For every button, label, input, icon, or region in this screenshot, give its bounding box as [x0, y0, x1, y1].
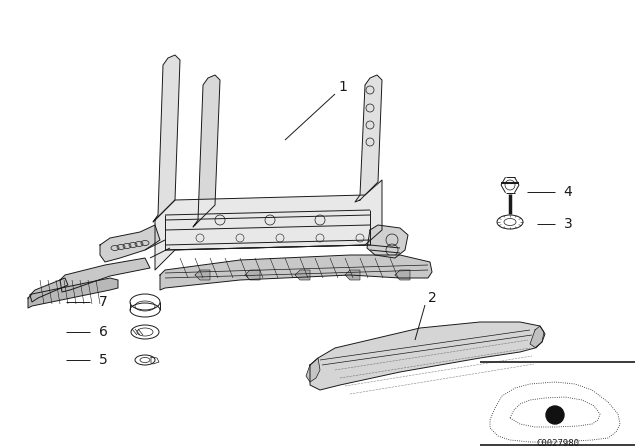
Polygon shape — [367, 225, 408, 258]
Polygon shape — [100, 225, 160, 262]
Text: 2: 2 — [428, 291, 436, 305]
Text: 4: 4 — [564, 185, 572, 199]
Polygon shape — [530, 326, 544, 348]
Text: 6: 6 — [99, 325, 108, 339]
Polygon shape — [310, 322, 545, 390]
Polygon shape — [355, 75, 382, 202]
Text: C0027980: C0027980 — [536, 439, 579, 448]
Text: 3: 3 — [564, 217, 572, 231]
Text: 7: 7 — [99, 295, 108, 309]
Text: 1: 1 — [339, 80, 348, 94]
Polygon shape — [155, 180, 382, 270]
Polygon shape — [60, 258, 150, 292]
Polygon shape — [30, 278, 68, 302]
Polygon shape — [153, 55, 180, 222]
Polygon shape — [195, 270, 210, 280]
Circle shape — [546, 406, 564, 424]
Polygon shape — [395, 270, 410, 280]
Polygon shape — [28, 278, 118, 308]
Polygon shape — [295, 270, 310, 280]
Polygon shape — [345, 270, 360, 280]
Polygon shape — [160, 255, 432, 290]
Polygon shape — [193, 75, 220, 227]
Text: 5: 5 — [99, 353, 108, 367]
Polygon shape — [245, 270, 260, 280]
Polygon shape — [306, 358, 320, 382]
